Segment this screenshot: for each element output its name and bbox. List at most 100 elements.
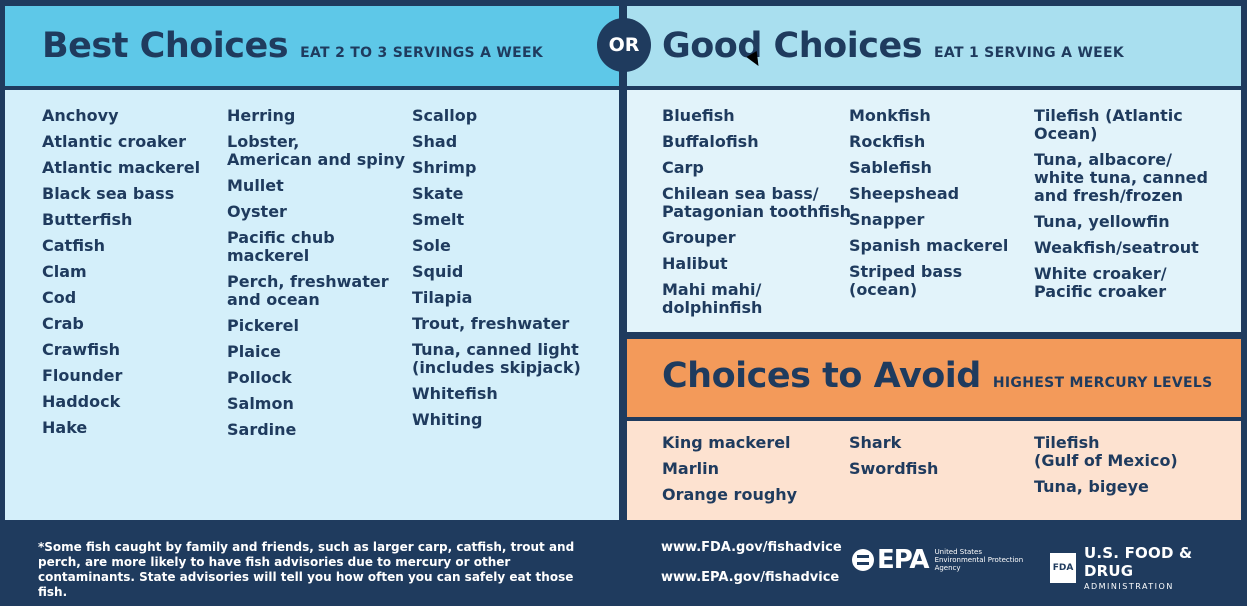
avoid-subtitle: HIGHEST MERCURY LEVELS <box>992 375 1213 391</box>
fish-item: Tuna, yellowfin <box>1034 212 1170 231</box>
fish-item: Pacific chub mackerel <box>227 228 335 265</box>
fish-item: Anchovy <box>42 106 119 125</box>
fish-item: Marlin <box>662 459 719 478</box>
epa-logo: EPA United States Environmental Protecti… <box>852 545 1035 575</box>
fish-item: Flounder <box>42 366 123 385</box>
fish-item: Spanish mackerel <box>849 236 1009 255</box>
avoid-body <box>627 421 1241 520</box>
good-col-3: Tilefish (Atlantic Ocean) Tuna, albacore/… <box>1034 107 1208 309</box>
fish-item: Atlantic mackerel <box>42 158 201 177</box>
fda-link[interactable]: www.FDA.gov/fishadvice <box>661 540 842 555</box>
avoid-header-bar <box>627 339 1241 417</box>
fish-item: Grouper <box>662 228 736 247</box>
good-col-1: Bluefish Buffalofish Carp Chilean sea bass/… <box>662 107 851 325</box>
fish-item: Bluefish <box>662 106 735 125</box>
footnote: *Some fish caught by family and friends,… <box>38 540 575 599</box>
fish-item: Smelt <box>412 210 465 229</box>
fish-item: Salmon <box>227 394 294 413</box>
fish-item: Sole <box>412 236 451 255</box>
fish-item: Plaice <box>227 342 281 361</box>
fish-item: Tilefish (Gulf of Mexico) <box>1034 433 1178 470</box>
fish-item: Shad <box>412 132 458 151</box>
fda-line-1: U.S. FOOD & DRUG <box>1084 544 1193 580</box>
fish-item: Tilapia <box>412 288 473 307</box>
good-choices-header-bar <box>627 6 1241 86</box>
good-choices-heading: Good Choices EAT 1 SERVING A WEEK <box>662 26 1124 66</box>
fish-item: Whiting <box>412 410 483 429</box>
fish-item: Carp <box>662 158 704 177</box>
fda-box-icon: FDA <box>1050 552 1076 583</box>
avoid-col-1: King mackerel Marlin Orange roughy <box>662 434 797 512</box>
good-choices-body <box>627 90 1241 332</box>
fish-item: Chilean sea bass/ Patagonian toothfish <box>662 184 852 221</box>
fish-item: Cod <box>42 288 77 307</box>
fish-item: Trout, freshwater <box>412 314 570 333</box>
fish-item: Clam <box>42 262 87 281</box>
best-choices-heading: Best Choices EAT 2 TO 3 SERVINGS A WEEK <box>42 26 543 66</box>
fish-item: Rockfish <box>849 132 926 151</box>
fish-item: Butterfish <box>42 210 133 229</box>
fish-item: Tilefish (Atlantic Ocean) <box>1034 106 1183 143</box>
fda-text: U.S. FOOD & DRUG ADMINISTRATION <box>1084 544 1247 591</box>
good-choices-subtitle: EAT 1 SERVING A WEEK <box>934 45 1125 61</box>
best-col-3: Scallop Shad Shrimp Skate Smelt Sole Squid Tila… <box>412 107 581 437</box>
fish-item: Whitefish <box>412 384 498 403</box>
avoid-title: Choices to Avoid <box>662 356 981 396</box>
fish-item: Orange roughy <box>662 485 798 504</box>
epa-flower-icon <box>852 549 874 571</box>
fish-item: Atlantic croaker <box>42 132 187 151</box>
fish-item: Pickerel <box>227 316 299 335</box>
fish-item: Sardine <box>227 420 297 439</box>
fish-item: Oyster <box>227 202 287 221</box>
fish-item: Shrimp <box>412 158 477 177</box>
fda-line-2: ADMINISTRATION <box>1084 582 1174 591</box>
epa-link[interactable]: www.EPA.gov/fishadvice <box>661 570 840 585</box>
fish-item: Sablefish <box>849 158 932 177</box>
good-choices-title: Good Choices <box>662 26 923 66</box>
good-col-2: Monkfish Rockfish Sablefish Sheepshead Snapp… <box>849 107 1008 307</box>
fish-item: Halibut <box>662 254 728 273</box>
fish-item: Crawfish <box>42 340 120 359</box>
fish-item: King mackerel <box>662 433 791 452</box>
avoid-list: King mackerel Marlin Orange roughy Shark Sw… <box>0 434 1247 519</box>
avoid-heading: Choices to Avoid HIGHEST MERCURY LEVELS <box>662 356 1213 396</box>
or-badge: OR <box>597 18 651 72</box>
fish-item: Sheepshead <box>849 184 960 203</box>
fish-item: Swordfish <box>849 459 939 478</box>
fish-item: White croaker/ Pacific croaker <box>1034 264 1167 301</box>
fish-item: Catfish <box>42 236 105 255</box>
epa-agency-name: United States Environmental Protection A… <box>934 548 1024 572</box>
fish-item: Haddock <box>42 392 121 411</box>
fish-item: Crab <box>42 314 84 333</box>
fish-item: Weakfish/seatrout <box>1034 238 1199 257</box>
fish-item: Buffalofish <box>662 132 759 151</box>
fish-item: Pollock <box>227 368 292 387</box>
fish-item: Black sea bass <box>42 184 175 203</box>
fish-item: Mahi mahi/ dolphinfish <box>662 280 763 317</box>
fish-item: Hake <box>42 418 88 437</box>
fish-item: Shark <box>849 433 902 452</box>
fish-item: Skate <box>412 184 464 203</box>
good-choices-list: Bluefish Buffalofish Carp Chilean sea bass/… <box>0 107 1247 327</box>
avoid-col-3: Tilefish (Gulf of Mexico) Tuna, bigeye <box>1034 434 1178 504</box>
best-choices-title: Best Choices <box>42 26 289 66</box>
fish-item: Perch, freshwater and ocean <box>227 272 389 309</box>
fish-item: Monkfish <box>849 106 931 125</box>
fish-item: Lobster, American and spiny <box>227 132 406 169</box>
fish-item: Tuna, albacore/ white tuna, canned and f… <box>1034 150 1208 205</box>
fish-item: Snapper <box>849 210 925 229</box>
best-choices-header-bar <box>5 6 619 86</box>
fish-item: Squid <box>412 262 464 281</box>
avoid-col-2: Shark Swordfish <box>849 434 938 486</box>
fish-item: Tuna, bigeye <box>1034 477 1149 496</box>
epa-wordmark: EPA <box>877 545 930 575</box>
fish-item: Striped bass (ocean) <box>849 262 963 299</box>
fish-item: Tuna, canned light (includes skipjack) <box>412 340 581 377</box>
best-choices-subtitle: EAT 2 TO 3 SERVINGS A WEEK <box>300 45 543 61</box>
best-choices-body <box>5 90 619 520</box>
fish-item: Herring <box>227 106 296 125</box>
fda-logo: FDA U.S. FOOD & DRUG ADMINISTRATION <box>1050 544 1247 591</box>
best-col-2: Herring Lobster, American and spiny Mullet… <box>227 107 405 447</box>
fish-item: Mullet <box>227 176 284 195</box>
fish-item: Scallop <box>412 106 478 125</box>
